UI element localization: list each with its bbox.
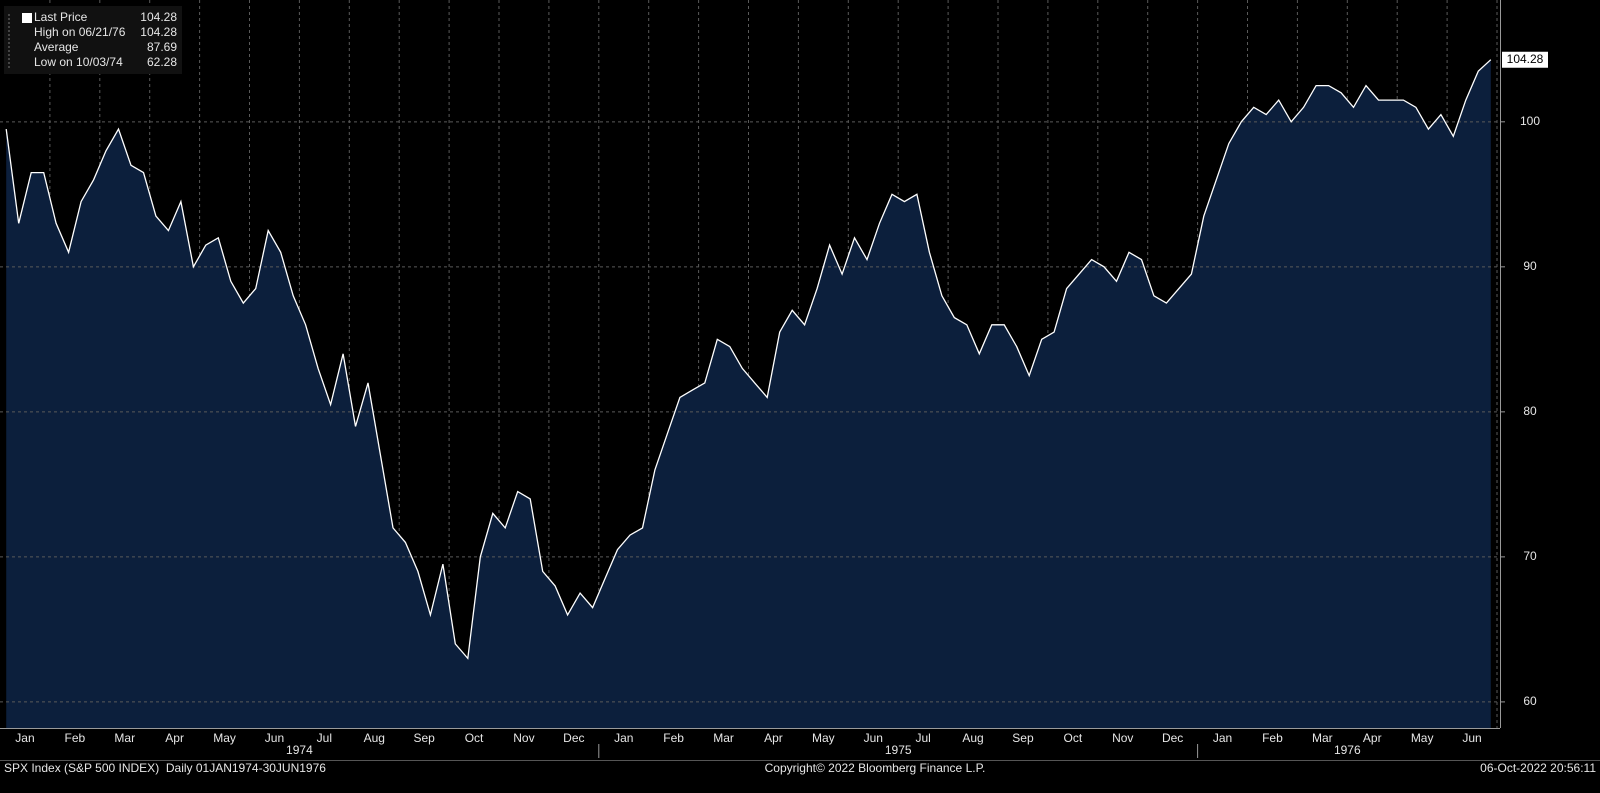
legend-label: Last Price (34, 10, 88, 24)
x-tick-label: Jun (1462, 731, 1481, 745)
year-label: 1974 (286, 743, 313, 757)
x-tick-label: Feb (65, 731, 86, 745)
year-label: 1976 (1334, 743, 1361, 757)
footer-divider (0, 760, 1600, 761)
x-tick-label: Jul (317, 731, 332, 745)
x-tick-label: Apr (1363, 731, 1382, 745)
legend-label: Low on 10/03/74 (34, 55, 123, 69)
x-tick-label: Jun (864, 731, 883, 745)
x-tick-label: May (1411, 731, 1434, 745)
y-tick-label: 80 (1523, 404, 1537, 418)
y-axis-line (1500, 0, 1501, 728)
x-tick-label: Nov (513, 731, 534, 745)
legend-value: 104.28 (140, 10, 177, 24)
footer-right: 06-Oct-2022 20:56:11 (1480, 761, 1596, 775)
legend-value: 87.69 (147, 40, 177, 54)
footer-bar (0, 760, 1600, 793)
x-axis-line (0, 728, 1500, 729)
x-tick-label: Dec (1162, 731, 1183, 745)
last-price-tag (1502, 51, 1548, 68)
x-tick-label: Mar (713, 731, 734, 745)
legend-box (4, 6, 182, 74)
x-tick-label: May (213, 731, 236, 745)
x-tick-label: Aug (364, 731, 385, 745)
x-tick-label: Dec (563, 731, 584, 745)
x-tick-label: Sep (1012, 731, 1034, 745)
x-tick-label: Jul (915, 731, 930, 745)
x-tick-label: Mar (114, 731, 135, 745)
legend-label: Average (34, 40, 79, 54)
y-tick-label: 60 (1523, 694, 1537, 708)
x-tick-label: Jan (15, 731, 34, 745)
x-tick-label: Jan (614, 731, 633, 745)
price-line (5, 59, 1492, 660)
x-tick-label: May (812, 731, 835, 745)
x-tick-label: Oct (465, 731, 484, 745)
legend-value: 104.28 (140, 25, 177, 39)
footer-left: SPX Index (S&P 500 INDEX) Daily 01JAN197… (4, 761, 326, 775)
legend-value: 62.28 (147, 55, 177, 69)
x-tick-label: Feb (663, 731, 684, 745)
y-tick-label: 70 (1523, 549, 1537, 563)
legend-swatch (22, 13, 32, 23)
plot-area (0, 0, 1500, 728)
x-tick-label: Aug (962, 731, 983, 745)
price-area (6, 59, 1491, 728)
x-tick-label: Feb (1262, 731, 1283, 745)
x-tick-label: Mar (1312, 731, 1333, 745)
y-tick-label: 100 (1520, 114, 1540, 128)
x-tick-label: Jan (1213, 731, 1232, 745)
x-tick-label: Apr (165, 731, 184, 745)
x-tick-label: Jun (265, 731, 284, 745)
x-tick-label: Sep (413, 731, 435, 745)
y-tick-label: 90 (1523, 259, 1537, 273)
x-tick-label: Nov (1112, 731, 1133, 745)
x-tick-label: Apr (764, 731, 783, 745)
legend-label: High on 06/21/76 (34, 25, 126, 39)
x-tick-label: Oct (1064, 731, 1083, 745)
year-label: 1975 (885, 743, 912, 757)
footer-center: Copyright© 2022 Bloomberg Finance L.P. (765, 761, 986, 775)
last-price-label: 104.28 (1507, 52, 1544, 66)
legend: Last Price 104.28 High on 06/21/76 104.28 Av… (34, 10, 177, 69)
